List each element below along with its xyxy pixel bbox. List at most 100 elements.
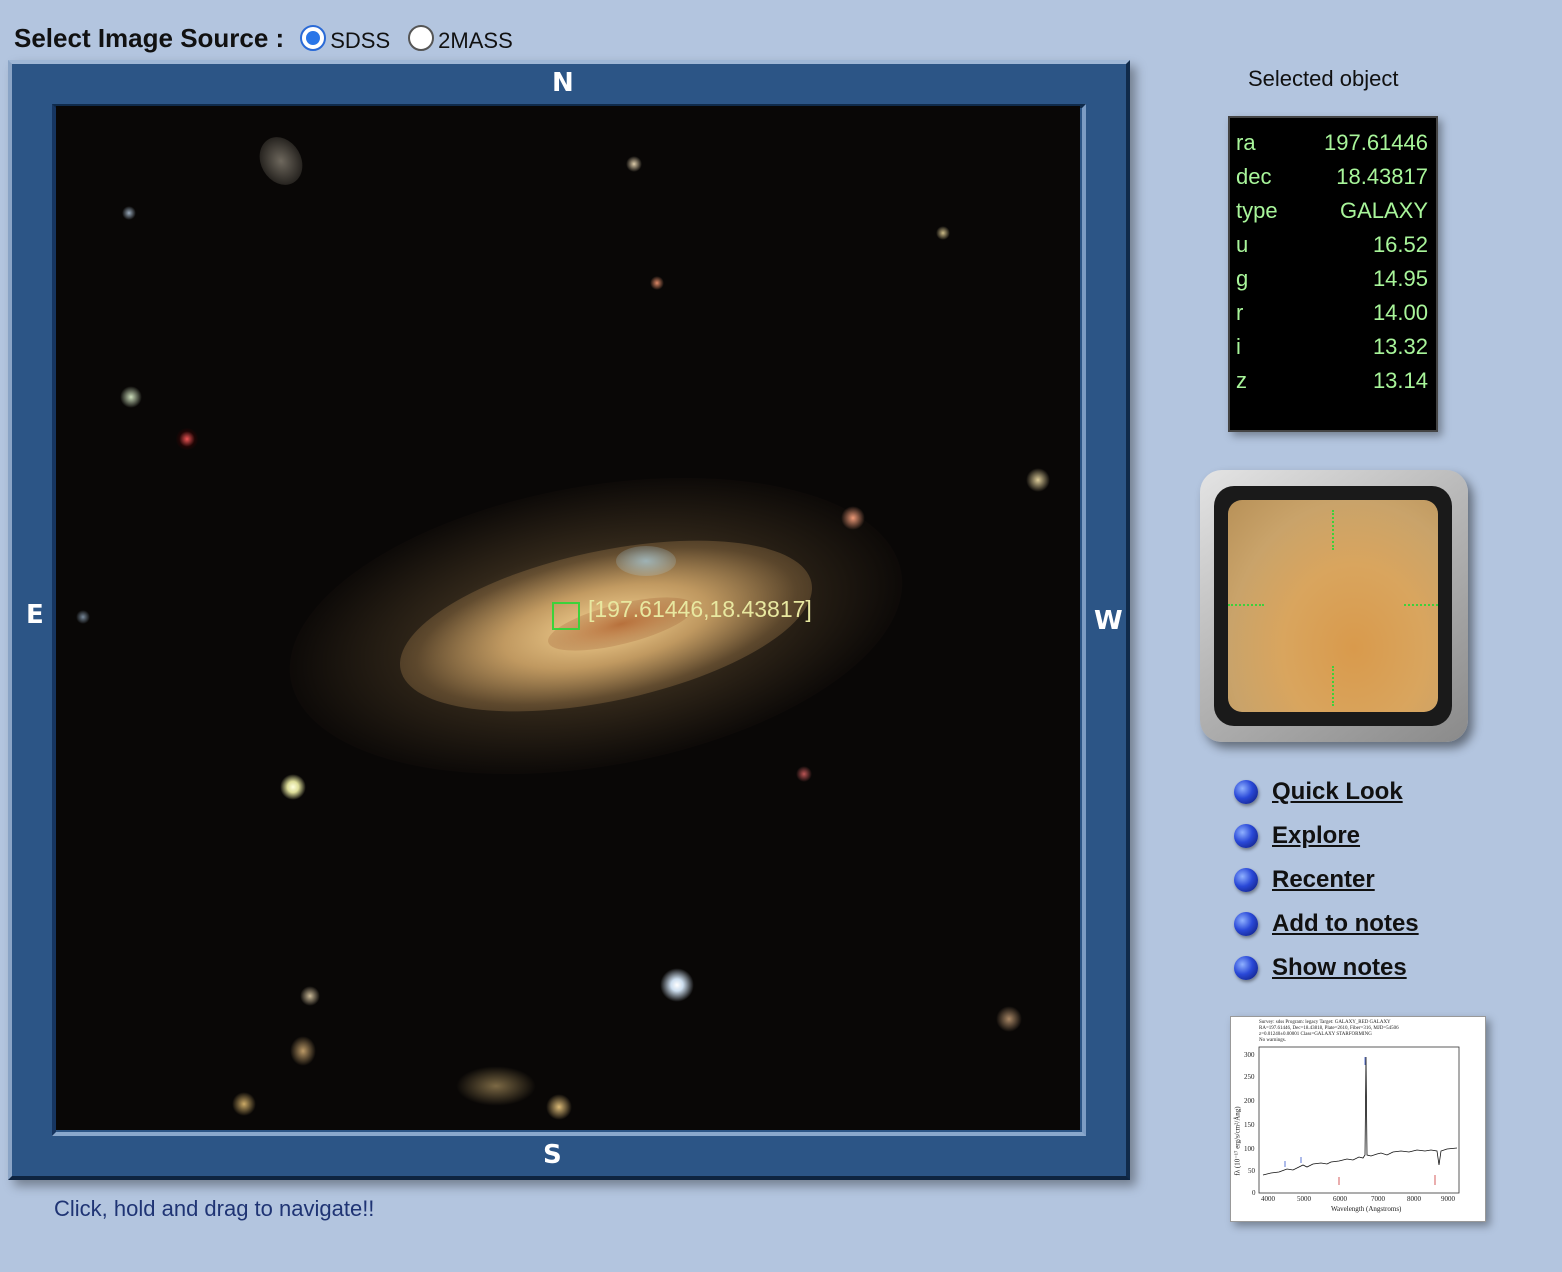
field-star (290, 1036, 316, 1066)
navigation-hint: Click, hold and drag to navigate!! (54, 1196, 375, 1221)
property-value: 197.61446 (1324, 130, 1428, 155)
sky-image-viewport[interactable]: [197.61446,18.43817] (56, 106, 1080, 1130)
property-value: GALAXY (1339, 198, 1428, 223)
x-tick-label: 4000 (1261, 1195, 1275, 1203)
recenter-link[interactable]: Recenter (1234, 858, 1419, 902)
property-value: 14.95 (1372, 266, 1428, 291)
spectrum-y-axis-label: fλ (10⁻¹⁷ erg/s/cm²/Ång) (1233, 1106, 1242, 1176)
compass-south: S (543, 1140, 562, 1170)
y-tick-label: 0 (1252, 1189, 1256, 1197)
y-tick-label: 300 (1244, 1051, 1255, 1059)
y-tick-label: 250 (1244, 1073, 1255, 1081)
x-tick-label: 8000 (1407, 1195, 1421, 1203)
crosshair-bottom (1332, 666, 1334, 706)
property-row-g: g 14.95 (1236, 266, 1428, 300)
y-tick-label: 200 (1244, 1097, 1255, 1105)
x-tick-label: 9000 (1441, 1195, 1455, 1203)
property-row-i: i 13.32 (1236, 334, 1428, 368)
field-star (76, 610, 90, 624)
property-value: 13.14 (1372, 368, 1428, 393)
selected-object-marker (552, 602, 580, 630)
field-star (546, 1094, 572, 1120)
selected-object-title: Selected object (1248, 66, 1399, 91)
field-star (796, 766, 812, 782)
field-star (120, 386, 142, 408)
spectrum-flux-line (1262, 1056, 1458, 1176)
y-tick-label: 50 (1248, 1167, 1255, 1175)
property-row-z: z 13.14 (1236, 368, 1428, 402)
property-key: u (1236, 232, 1249, 257)
field-star (300, 986, 320, 1006)
spectrum-axes-box (1258, 1046, 1460, 1194)
field-star (650, 276, 664, 290)
blue-bullet-icon (1234, 956, 1258, 980)
property-value: 13.32 (1372, 334, 1428, 359)
x-tick-label: 5000 (1297, 1195, 1311, 1203)
property-value: 14.00 (1372, 300, 1428, 325)
compass-west: W (1094, 606, 1123, 636)
2mass-radio-label[interactable]: 2MASS (438, 28, 513, 53)
field-star (456, 1066, 536, 1106)
sdss-radio[interactable] (300, 25, 327, 51)
property-key: r (1236, 300, 1244, 325)
selected-object-coordinates: [197.61446,18.43817] (588, 596, 812, 622)
blue-bullet-icon (1234, 824, 1258, 848)
field-star (280, 774, 306, 800)
property-value: 18.43817 (1336, 164, 1428, 189)
property-row-r: r 14.00 (1236, 300, 1428, 334)
radio-option-2mass[interactable]: 2MASS (408, 22, 513, 54)
compass-east: E (26, 600, 44, 630)
property-key: i (1236, 334, 1241, 359)
object-actions: Quick Look Explore Recenter Add to notes… (1234, 770, 1419, 990)
explore-link[interactable]: Explore (1234, 814, 1419, 858)
property-key: z (1236, 368, 1247, 393)
quick-look-link[interactable]: Quick Look (1234, 770, 1419, 814)
y-tick-label: 150 (1244, 1121, 1255, 1129)
2mass-radio[interactable] (408, 25, 435, 51)
selected-object-panel: ra 197.61446 dec 18.43817 type GALAXY u 16.5… (1228, 116, 1438, 432)
property-row-u: u 16.52 (1236, 232, 1428, 266)
blue-bullet-icon (1234, 780, 1258, 804)
zoom-thumbnail-bezel (1214, 486, 1452, 726)
field-star (176, 428, 198, 450)
add-to-notes-link[interactable]: Add to notes (1234, 902, 1419, 946)
crosshair-top (1332, 510, 1334, 550)
crosshair-right (1404, 604, 1438, 606)
spectrum-thumbnail[interactable]: Survey: sdss Program: legacy Target: GAL… (1230, 1016, 1486, 1222)
property-key: g (1236, 266, 1249, 291)
field-star (626, 156, 642, 172)
y-tick-label: 100 (1244, 1145, 1255, 1153)
x-tick-label: 6000 (1333, 1195, 1347, 1203)
property-row-dec: dec 18.43817 (1236, 164, 1428, 198)
field-star (1026, 468, 1050, 492)
property-row-type: type GALAXY (1236, 198, 1428, 232)
radio-option-sdss[interactable]: SDSS (300, 22, 390, 54)
property-key: type (1236, 198, 1278, 223)
show-notes-link[interactable]: Show notes (1234, 946, 1419, 990)
blue-bullet-icon (1234, 912, 1258, 936)
image-source-selector: Select Image Source : SDSS 2MASS (14, 18, 531, 58)
property-row-ra: ra 197.61446 (1236, 130, 1428, 164)
galaxy-blue-knot (616, 546, 676, 576)
field-star (996, 1006, 1022, 1032)
property-key: ra (1236, 130, 1256, 155)
sdss-radio-label[interactable]: SDSS (330, 28, 391, 53)
spectrum-header: Survey: sdss Program: legacy Target: GAL… (1259, 1020, 1399, 1043)
field-star (251, 129, 311, 193)
x-tick-label: 7000 (1371, 1195, 1385, 1203)
field-star (122, 206, 136, 220)
property-value: 16.52 (1372, 232, 1428, 257)
zoom-thumbnail-frame (1200, 470, 1468, 742)
image-source-title: Select Image Source : (14, 22, 285, 53)
blue-bullet-icon (1234, 868, 1258, 892)
property-key: dec (1236, 164, 1272, 189)
zoom-thumbnail-image (1228, 500, 1438, 712)
field-star (841, 506, 865, 530)
field-star (232, 1092, 256, 1116)
field-star (936, 226, 950, 240)
field-star (660, 968, 694, 1002)
spectrum-plot (1258, 1046, 1460, 1194)
crosshair-left (1228, 604, 1264, 606)
compass-north: N (552, 68, 574, 98)
spectrum-x-axis-label: Wavelength (Angstroms) (1331, 1205, 1402, 1213)
